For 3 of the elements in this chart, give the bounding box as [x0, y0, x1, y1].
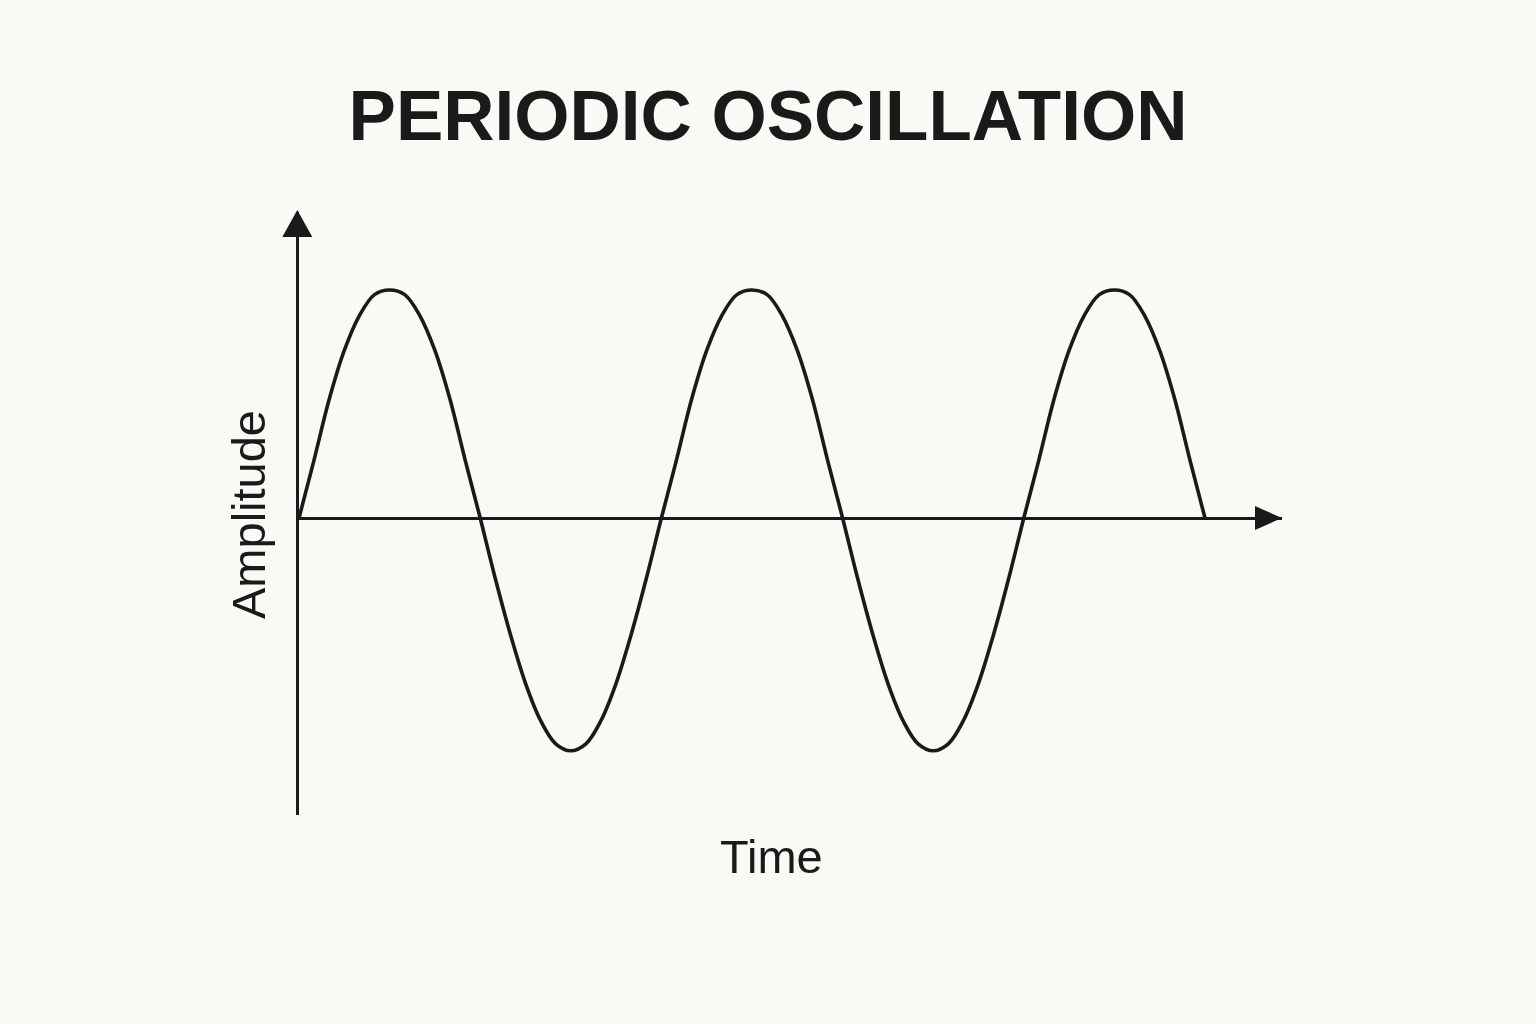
- chart-title: PERIODIC OSCILLATION: [348, 75, 1188, 155]
- y-axis-title: Amplitude: [222, 410, 275, 619]
- x-axis-title: Time: [720, 830, 823, 883]
